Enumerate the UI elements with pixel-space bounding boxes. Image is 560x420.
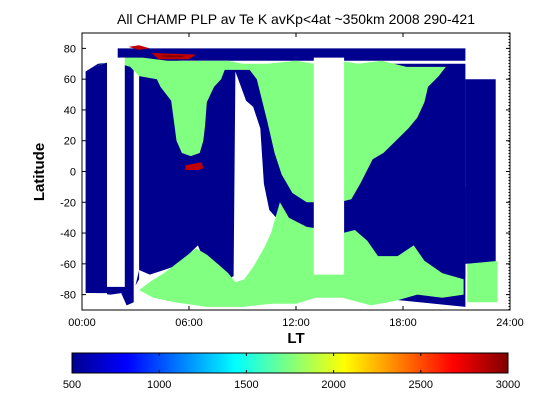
x-axis-label: LT [287,330,304,347]
y-tick-label: -20 [60,197,76,209]
colorbar-tick-label: 2000 [321,379,345,391]
colorbar [71,352,509,374]
y-tick-label: 60 [64,74,76,86]
colorbar-tick-label: 500 [63,379,81,391]
heatmap-region-12 [107,57,125,287]
colorbar-tick-label: 1000 [147,379,171,391]
y-tick-label: 0 [70,167,76,179]
chart-title: All CHAMP PLP av Te K avKp<4at ~350km 20… [117,11,475,27]
x-tick-label: 12:00 [282,317,310,329]
heatmap-region-11 [128,45,150,50]
heatmap-region-10 [160,55,186,58]
y-axis-label: Latitude [31,143,48,201]
heatmap-region-13 [313,57,345,275]
heatmap-region-7 [467,260,500,303]
colorbar-axis: 500 1000 1500 2000 2500 3000 [63,353,520,391]
x-tick-label: 18:00 [389,317,417,329]
y-axis: -80 -60 -40 -20 0 20 40 60 80 [60,33,510,310]
heatmap-region-14 [85,293,107,310]
heatmap-region-5 [94,57,446,203]
y-tick-label: -40 [60,228,76,240]
x-tick-label: 06:00 [175,317,203,329]
y-tick-label: 40 [64,105,76,117]
heatmap-region-15 [497,33,510,310]
heatmap-region-8 [185,162,204,170]
heatmap-region-3 [465,79,496,264]
colorbar-tick-label: 3000 [496,379,520,391]
colorbar-tick-label: 2500 [409,379,433,391]
y-tick-label: 80 [64,43,76,55]
y-tick-label: 20 [64,136,76,148]
heatmap-regions [85,33,510,310]
x-axis: 00:00 06:00 12:00 18:00 24:00 [68,33,524,329]
y-tick-label: -60 [60,259,76,271]
x-tick-label: 00:00 [68,317,96,329]
colorbar-tick-label: 1500 [234,379,258,391]
y-tick-label: -80 [60,290,76,302]
heatmap-region-4 [117,48,466,61]
x-tick-label: 24:00 [496,317,524,329]
heatmap-region-6 [139,202,464,307]
